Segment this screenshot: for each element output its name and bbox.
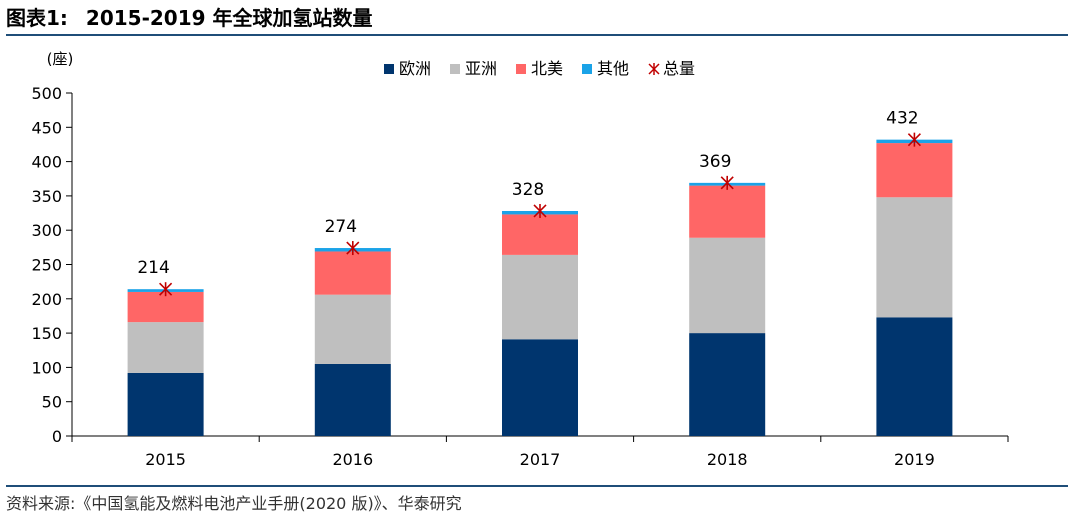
bar-segment xyxy=(127,372,204,436)
bar-segment xyxy=(502,339,578,436)
legend-total-marker xyxy=(648,63,660,75)
legend-swatch xyxy=(582,64,592,74)
bar-segment xyxy=(689,185,766,238)
total-label: 369 xyxy=(699,152,731,172)
y-tick-label: 450 xyxy=(31,118,62,137)
legend-label: 总量 xyxy=(663,59,695,78)
legend-swatch xyxy=(516,64,526,74)
figure-label: 图表1: xyxy=(6,6,68,30)
bar-segment xyxy=(502,214,578,255)
chart-title: 2015-2019 年全球加氢站数量 xyxy=(85,6,373,30)
y-tick-label: 150 xyxy=(31,324,62,343)
total-marker xyxy=(533,203,547,218)
title-rule xyxy=(6,34,1068,36)
x-tick-label: 2019 xyxy=(894,450,935,469)
y-tick-label: 350 xyxy=(31,187,62,206)
y-tick-label: 50 xyxy=(42,393,62,412)
bar-segment xyxy=(314,251,391,295)
y-axis-label: (座) xyxy=(47,50,74,68)
total-label: 274 xyxy=(325,217,357,237)
bar-segment xyxy=(876,317,953,436)
legend-label: 欧洲 xyxy=(399,59,431,78)
legend-label: 其他 xyxy=(597,59,629,78)
bar-segment xyxy=(689,237,766,334)
legend-swatch xyxy=(384,64,394,74)
source-note: 资料来源:《中国氢能及燃料电池产业手册(2020 版)》、华泰研究 xyxy=(6,494,462,513)
y-tick-label: 400 xyxy=(31,153,62,172)
y-tick-label: 300 xyxy=(31,221,62,240)
bar-segment xyxy=(876,143,953,198)
legend-swatch xyxy=(450,64,460,74)
x-tick-label: 2015 xyxy=(145,450,186,469)
y-tick-label: 250 xyxy=(31,256,62,275)
total-label: 328 xyxy=(512,180,544,200)
bar-segment xyxy=(689,333,766,436)
y-tick-label: 100 xyxy=(31,358,62,377)
bar-segment xyxy=(876,197,953,318)
bar-segment xyxy=(314,363,391,436)
y-tick-label: 500 xyxy=(31,84,62,103)
legend-label: 北美 xyxy=(531,59,563,78)
y-tick-label: 0 xyxy=(52,427,62,446)
total-marker xyxy=(907,132,921,147)
bar-segment xyxy=(502,254,578,340)
total-marker xyxy=(159,282,173,297)
total-label: 214 xyxy=(137,258,169,278)
figure-title: 图表1: 2015-2019 年全球加氢站数量 xyxy=(6,4,373,32)
legend-label: 亚洲 xyxy=(465,59,497,78)
total-marker xyxy=(346,241,360,256)
x-tick-label: 2018 xyxy=(707,450,748,469)
bar-segment xyxy=(314,294,391,364)
y-tick-label: 200 xyxy=(31,290,62,309)
total-label: 432 xyxy=(886,109,918,129)
bar-segment xyxy=(127,322,204,373)
x-tick-label: 2017 xyxy=(520,450,561,469)
bar-segment xyxy=(127,291,204,323)
total-marker xyxy=(720,175,734,190)
x-tick-label: 2016 xyxy=(332,450,373,469)
source-rule xyxy=(6,485,1068,487)
